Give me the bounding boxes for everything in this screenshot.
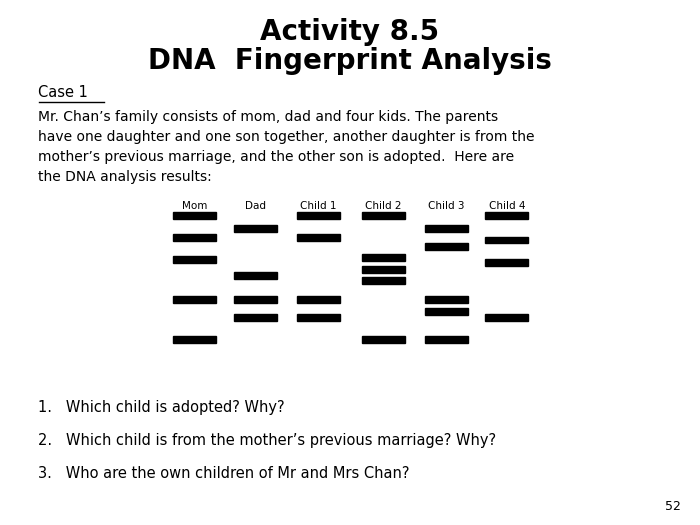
Bar [234,296,277,302]
Text: Child 2: Child 2 [365,201,402,211]
Bar [297,296,340,302]
Bar [485,314,528,321]
Bar [485,236,528,243]
Bar [425,336,468,343]
Bar [425,308,468,315]
Bar [297,212,340,218]
Text: Activity 8.5: Activity 8.5 [260,18,440,46]
Text: Dad: Dad [245,201,266,211]
Text: Child 4: Child 4 [489,201,525,211]
Bar [425,296,468,302]
Bar [425,243,468,250]
Bar [425,225,468,232]
Bar [485,212,528,218]
Text: 3.   Who are the own children of Mr and Mrs Chan?: 3. Who are the own children of Mr and Mr… [38,466,410,481]
Bar [173,212,216,218]
Bar [362,266,405,273]
Bar [173,256,216,262]
Text: Child 3: Child 3 [428,201,465,211]
Text: Mr. Chan’s family consists of mom, dad and four kids. The parents
have one daugh: Mr. Chan’s family consists of mom, dad a… [38,110,535,184]
Bar [362,212,405,218]
Bar [173,234,216,240]
Bar [362,277,405,285]
Text: 2.   Which child is from the mother’s previous marriage? Why?: 2. Which child is from the mother’s prev… [38,433,496,448]
Bar [362,254,405,260]
Text: 1.   Which child is adopted? Why?: 1. Which child is adopted? Why? [38,400,285,415]
Text: Case 1: Case 1 [38,85,88,100]
Bar [362,336,405,343]
Text: Child 1: Child 1 [300,201,337,211]
Bar [297,234,340,240]
Text: Mom: Mom [182,201,207,211]
Bar [234,314,277,321]
Bar [297,314,340,321]
Bar [485,259,528,266]
Text: 52: 52 [664,500,680,513]
Bar [234,225,277,232]
Bar [173,296,216,302]
Bar [234,272,277,278]
Bar [173,336,216,343]
Text: DNA  Fingerprint Analysis: DNA Fingerprint Analysis [148,47,552,75]
